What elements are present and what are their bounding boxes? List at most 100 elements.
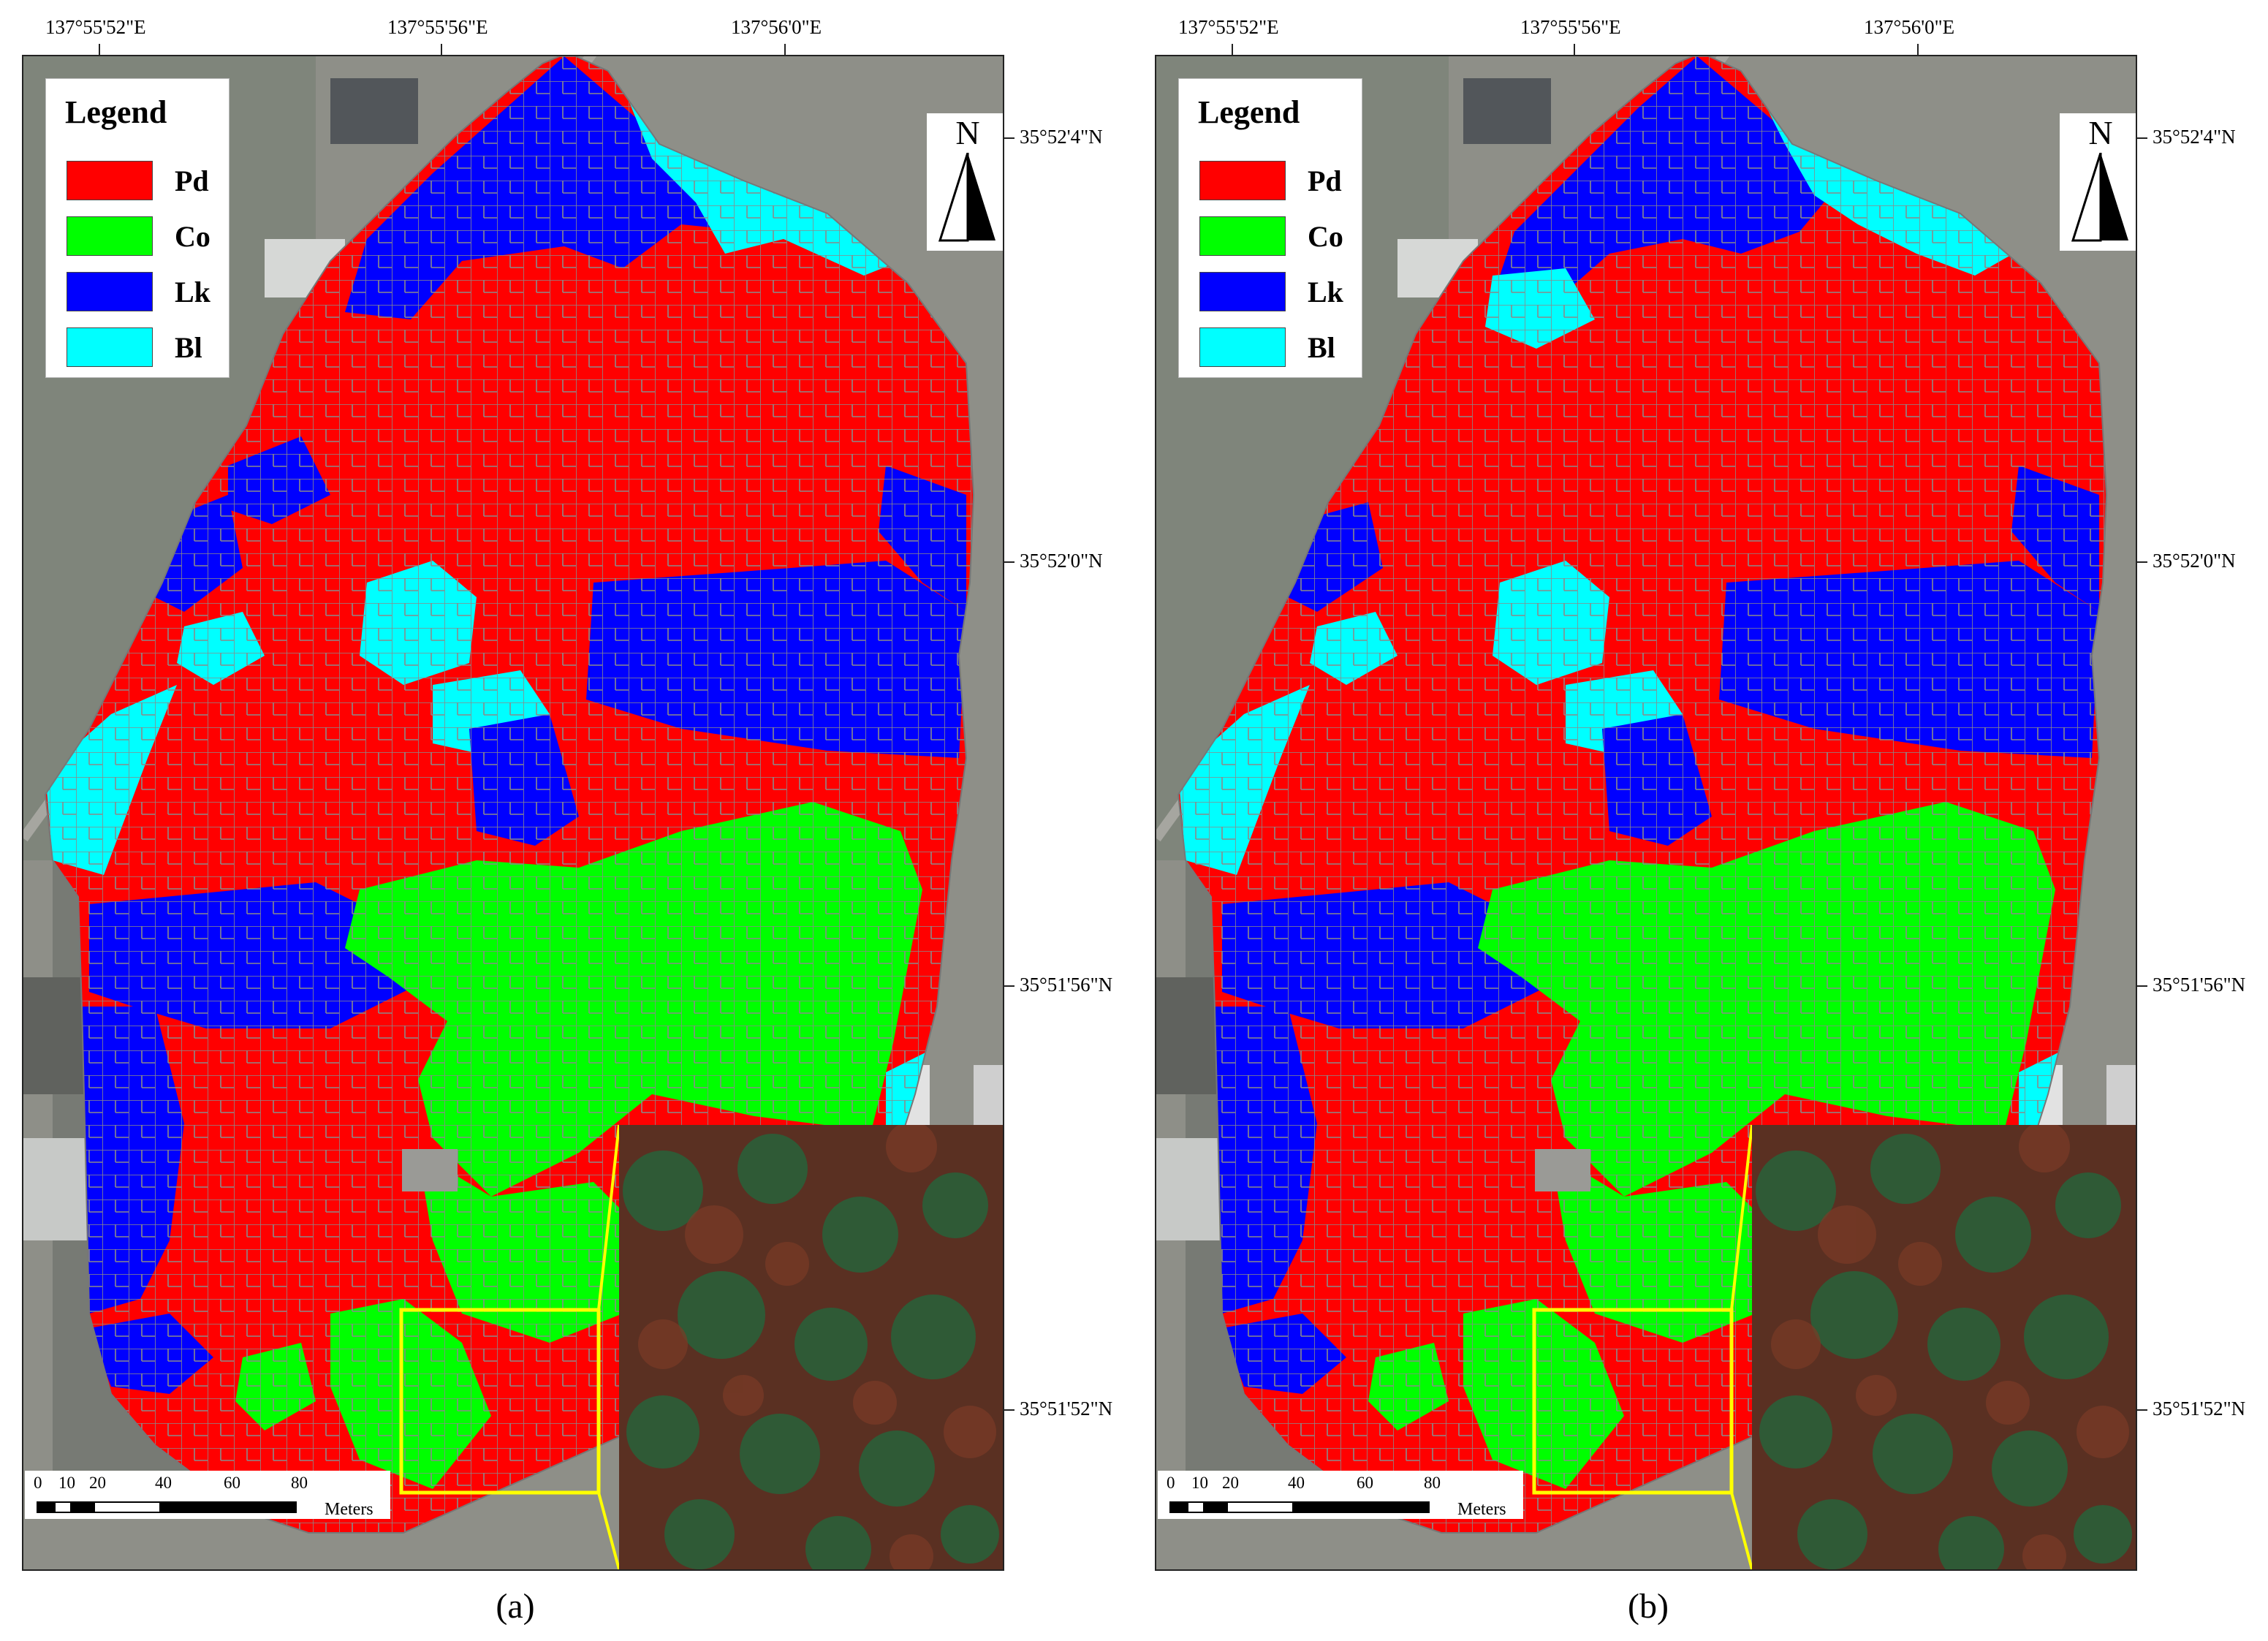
canopy-photo [1752, 1125, 2136, 1569]
scale-label: 60 [224, 1474, 240, 1492]
scale-label: 0 [34, 1474, 42, 1492]
scale-label: 0 [1167, 1474, 1175, 1492]
scale-unit: Meters [325, 1500, 373, 1519]
legend-swatch [1199, 327, 1286, 367]
legend-label: Co [1308, 220, 1343, 253]
scale-label: 20 [89, 1474, 106, 1492]
zoom-highlight-box [1532, 1308, 1734, 1495]
lon-tick-mark [441, 44, 442, 56]
lat-tick-mark [2136, 137, 2147, 139]
gap-area [402, 1149, 458, 1191]
basemap-building [330, 78, 418, 144]
legend-label: Bl [1308, 331, 1335, 364]
map-frame: Legend Pd Co Lk Bl N [1155, 55, 2137, 1571]
zoom-connector-line [597, 1124, 621, 1311]
scale-segment [1226, 1501, 1294, 1513]
scale-label: 40 [155, 1474, 172, 1492]
lon-tick-label: 137°55'52"E [1178, 16, 1279, 38]
scale-segment [72, 1501, 94, 1513]
scale-unit: Meters [1457, 1500, 1506, 1519]
lon-tick-label: 137°56'0"E [1864, 16, 1955, 38]
rgb-inset-image [1752, 1125, 2136, 1569]
legend: Legend Pd Co Lk Bl [1178, 78, 1362, 378]
zoom-highlight-box [399, 1308, 601, 1495]
legend-label: Bl [175, 331, 202, 364]
lon-tick-mark [1574, 44, 1575, 56]
stand-boundary [1177, 56, 2108, 1534]
lon-tick-label: 137°55'56"E [1520, 16, 1621, 38]
basemap-building [1156, 1138, 1229, 1240]
scale-label: 80 [291, 1474, 308, 1492]
lat-tick-label: 35°52'4"N [1020, 126, 1103, 148]
map-frame: Legend Pd Co Lk Bl N [22, 55, 1004, 1571]
lat-tick-label: 35°52'4"N [2153, 126, 2236, 148]
stand-boundary [44, 56, 975, 1534]
legend-title: Legend [65, 94, 167, 130]
legend-swatch [67, 161, 153, 200]
rgb-inset-image [619, 1125, 1003, 1569]
legend-item-pd: Pd [1199, 161, 1353, 203]
lat-tick-label: 35°52'0"N [2153, 550, 2236, 572]
scale-segment [1187, 1501, 1205, 1513]
panel-caption: (b) [1628, 1587, 1669, 1626]
north-arrow-letter: N [2088, 114, 2113, 151]
panel-caption: (a) [496, 1587, 535, 1626]
legend-swatch [67, 216, 153, 256]
basemap-building [23, 1138, 96, 1240]
zoom-connector-line [1730, 1124, 1753, 1311]
lat-tick-mark [1003, 1409, 1014, 1411]
scale-segment [1294, 1501, 1430, 1513]
scale-segment [94, 1501, 161, 1513]
basemap-building [1463, 78, 1551, 144]
scale-bar: 0 10 20 40 60 80 Meters [25, 1471, 390, 1519]
lat-tick-mark [1003, 985, 1014, 987]
lon-tick-label: 137°56'0"E [731, 16, 822, 38]
lat-tick-label: 35°51'56"N [1020, 974, 1113, 996]
legend-label: Pd [175, 164, 209, 197]
scale-segment [54, 1501, 72, 1513]
lat-tick-mark [1003, 137, 1014, 139]
legend-swatch [1199, 216, 1286, 256]
legend-item-lk: Lk [67, 272, 220, 314]
north-arrow: N [927, 113, 1003, 251]
scale-segment [161, 1501, 297, 1513]
map-panel-a: 137°55'52"E 137°55'56"E 137°56'0"E 35°52… [0, 0, 1112, 1641]
legend-item-co: Co [67, 216, 220, 259]
scale-label: 10 [58, 1474, 75, 1492]
lat-tick-mark [1003, 561, 1014, 563]
canopy-photo [619, 1125, 1003, 1569]
legend-swatch [1199, 272, 1286, 311]
lon-tick-mark [784, 44, 786, 56]
legend-swatch [67, 327, 153, 367]
scale-label: 60 [1357, 1474, 1373, 1492]
scale-label: 10 [1191, 1474, 1208, 1492]
legend-swatch [67, 272, 153, 311]
legend-title: Legend [1198, 94, 1300, 130]
legend-label: Lk [1308, 276, 1343, 308]
scale-bar: 0 10 20 40 60 80 Meters [1158, 1471, 1523, 1519]
lat-tick-label: 35°52'0"N [1020, 550, 1103, 572]
legend-label: Co [175, 220, 211, 253]
lat-tick-label: 35°51'56"N [2153, 974, 2246, 996]
legend-item-bl: Bl [67, 327, 220, 370]
north-arrow-icon [2071, 153, 2128, 242]
lat-tick-label: 35°51'52"N [1020, 1398, 1113, 1420]
legend-label: Lk [175, 276, 211, 308]
lon-tick-label: 137°55'52"E [45, 16, 146, 38]
legend-item-lk: Lk [1199, 272, 1353, 314]
lon-tick-mark [1232, 44, 1233, 56]
scale-segment [37, 1501, 54, 1513]
legend-label: Pd [1308, 164, 1342, 197]
north-arrow: N [2060, 113, 2136, 251]
lat-tick-label: 35°51'52"N [2153, 1398, 2246, 1420]
legend-item-co: Co [1199, 216, 1353, 259]
scale-label: 40 [1288, 1474, 1305, 1492]
lon-tick-mark [1917, 44, 1919, 56]
lat-tick-mark [2136, 561, 2147, 563]
legend-swatch [1199, 161, 1286, 200]
scale-segment [1169, 1501, 1187, 1513]
gap-area [1535, 1149, 1590, 1191]
zoom-connector-line [597, 1492, 621, 1569]
map-panel-b: 137°55'52"E 137°55'56"E 137°56'0"E 35°52… [1133, 0, 2245, 1641]
legend-item-bl: Bl [1199, 327, 1353, 370]
